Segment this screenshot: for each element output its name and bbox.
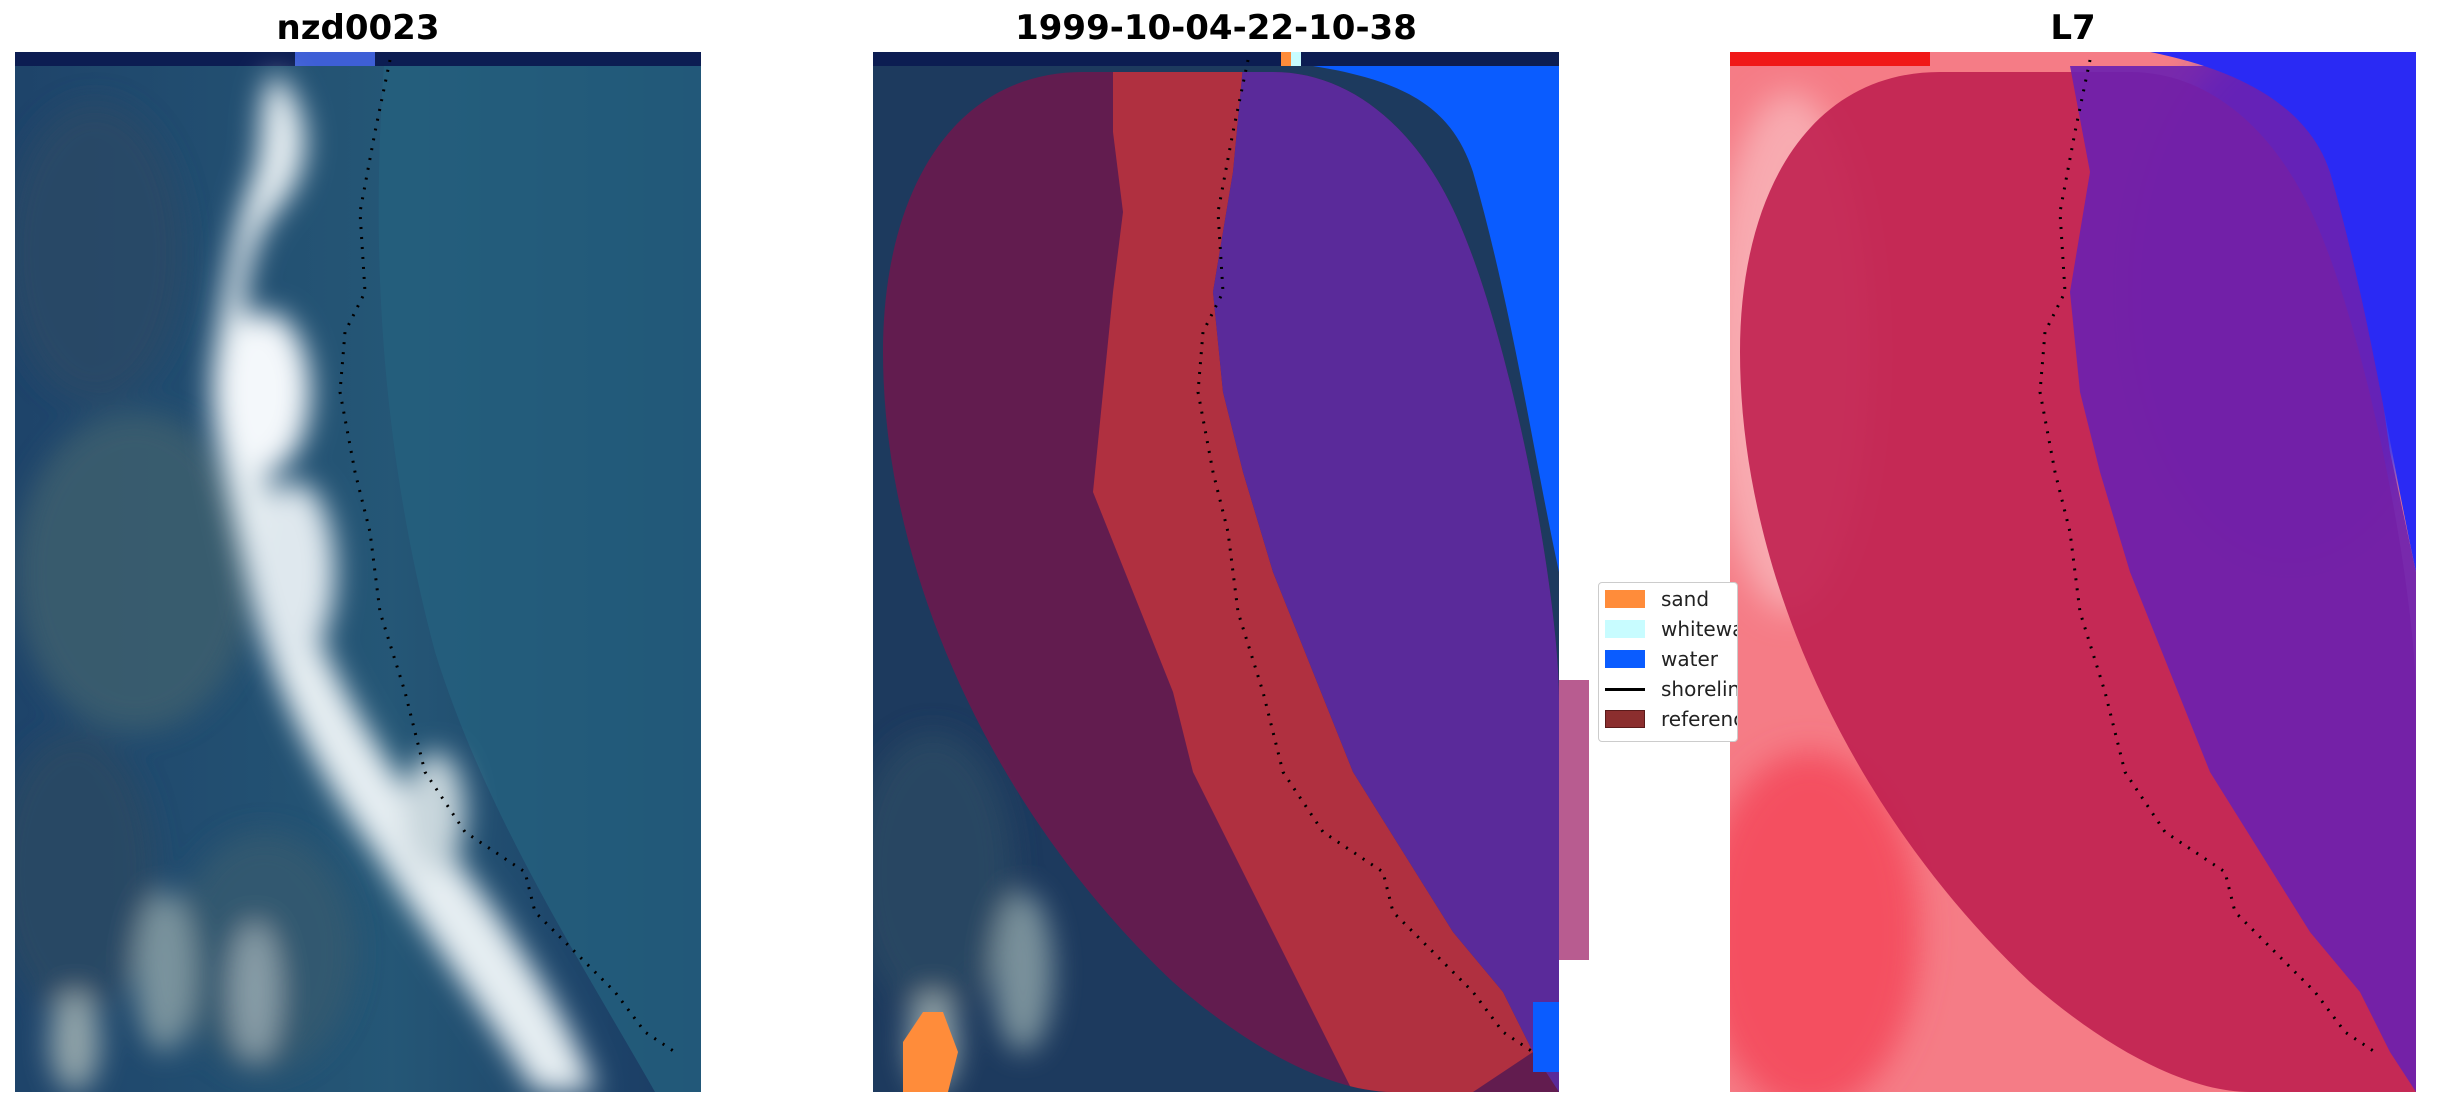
panel-title-rgb: nzd0023	[276, 8, 440, 48]
legend-label-whitewater: whitewater	[1661, 617, 1737, 641]
classified-image-panel	[873, 52, 1559, 1092]
legend-swatch-water	[1605, 650, 1645, 668]
legend-line-shoreline	[1605, 687, 1645, 691]
rgb-image	[15, 52, 701, 1092]
panel-title-classified: 1999-10-04-22-10-38	[1015, 8, 1417, 48]
legend-item-reference: reference	[1605, 707, 1737, 731]
legend: sand whitewater water shoreline referenc…	[1598, 582, 1738, 742]
reference-strip	[1559, 680, 1589, 960]
shoreline-classified	[1196, 59, 1534, 1054]
legend-swatch-sand	[1605, 590, 1645, 608]
legend-label-sand: sand	[1661, 587, 1710, 611]
legend-swatch-whitewater	[1605, 620, 1645, 638]
index-image	[1730, 52, 2416, 1092]
legend-item-whitewater: whitewater	[1605, 617, 1737, 641]
legend-item-water: water	[1605, 647, 1718, 671]
legend-label-water: water	[1661, 647, 1718, 671]
legend-label-reference: reference	[1661, 707, 1737, 731]
shoreline-index	[2038, 59, 2376, 1054]
legend-item-shoreline: shoreline	[1605, 677, 1737, 701]
legend-item-sand: sand	[1605, 587, 1709, 611]
legend-swatch-reference	[1605, 710, 1645, 728]
index-image-panel	[1730, 52, 2416, 1092]
legend-label-shoreline: shoreline	[1661, 677, 1737, 701]
rgb-image-panel	[15, 52, 701, 1092]
shoreline-rgb	[338, 59, 676, 1054]
classified-image	[873, 52, 1559, 1092]
panel-title-index: L7	[2050, 8, 2096, 48]
